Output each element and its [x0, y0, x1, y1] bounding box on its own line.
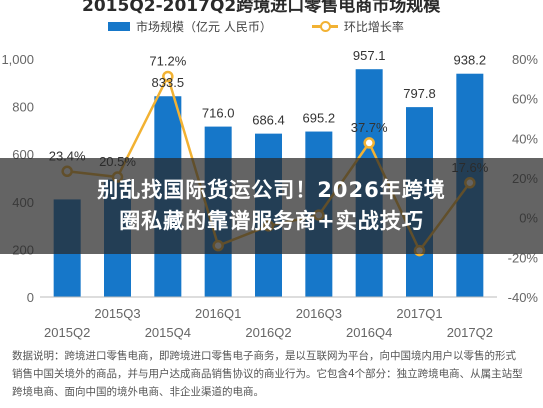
x-tick-2017Q1: 2017Q1	[396, 306, 442, 321]
y-left-tick: 1,000	[1, 52, 34, 67]
x-tick-2016Q2: 2016Q2	[245, 325, 291, 340]
data-note-line-3: 跨境电商、面向中国的境外电商、非企业渠道的电商。	[12, 386, 264, 398]
y-right-tick: -40%	[508, 290, 539, 305]
y-left-tick: 0	[27, 290, 34, 305]
x-tick-2015Q2: 2015Q2	[44, 325, 90, 340]
x-tick-2015Q4: 2015Q4	[145, 325, 191, 340]
growth-point-2016Q4	[363, 137, 375, 149]
legend-item-bar: 市场规模（亿元 人民币）	[108, 18, 272, 35]
banner-line-2: 圈私藏的靠谱服务商+实战技巧	[119, 209, 424, 233]
legend-line-label: 环比增长率	[343, 20, 404, 34]
growth-value-label: 71.2%	[149, 53, 186, 68]
legend-line-swatch	[311, 21, 338, 32]
x-tick-2016Q3: 2016Q3	[296, 306, 342, 321]
y-right-tick: -20%	[508, 250, 539, 265]
x-tick-2016Q1: 2016Q1	[195, 306, 241, 321]
legend-item-line: 环比增长率	[311, 18, 404, 35]
chart-title: 2015Q2-2017Q2跨境进口零售电商市场规模	[82, 0, 441, 16]
bar-value-label: 686.4	[252, 113, 285, 128]
data-note-line-2: 销售中国关境外的商品，并与用户达成商品销售协议的商业行为。它包含4个部分：独立跨…	[12, 368, 523, 380]
bar-value-label: 716.0	[202, 106, 235, 121]
promo-banner: 别乱找国际货运公司！2026年跨境 圈私藏的靠谱服务商+实战技巧	[0, 158, 543, 254]
growth-point-2015Q4	[162, 70, 174, 83]
bar-value-label: 797.8	[403, 86, 436, 101]
data-note: 数据说明：跨境进口零售电商，即跨境进口零售电子商务，是以互联网为平台，向中国境内…	[12, 347, 527, 401]
y-right-tick: 80%	[512, 52, 538, 67]
growth-value-label: 37.7%	[351, 120, 388, 135]
x-tick-2016Q4: 2016Q4	[346, 325, 392, 340]
data-note-line-1: 数据说明：跨境进口零售电商，即跨境进口零售电子商务，是以互联网为平台，向中国境内…	[12, 350, 516, 362]
y-right-tick: 40%	[512, 131, 538, 146]
y-right-tick: 60%	[512, 92, 538, 107]
bar-value-label: 938.2	[454, 53, 487, 68]
banner-line-1: 别乱找国际货运公司！2026年跨境	[97, 178, 446, 202]
chart-legend: 市场规模（亿元 人民币） 环比增长率	[108, 18, 404, 35]
bar-value-label: 695.2	[303, 111, 336, 126]
bar-value-label: 957.1	[353, 48, 386, 63]
legend-bar-label: 市场规模（亿元 人民币）	[136, 20, 272, 34]
y-left-tick: 800	[12, 100, 34, 115]
x-tick-2015Q3: 2015Q3	[94, 306, 140, 321]
legend-bar-swatch	[108, 22, 130, 31]
bar-value-label: 833.5	[152, 75, 185, 90]
x-tick-2017Q2: 2017Q2	[447, 325, 493, 340]
